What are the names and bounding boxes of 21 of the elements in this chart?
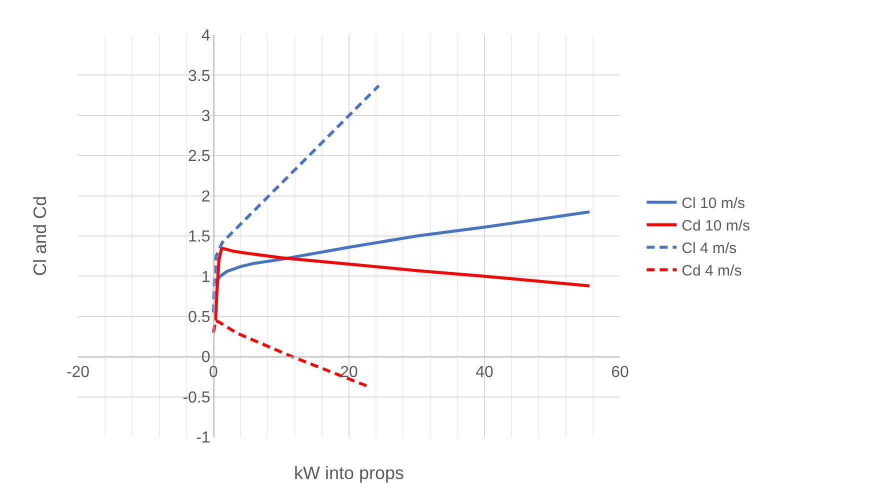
y-tick-label: 3.5 bbox=[188, 68, 210, 85]
y-axis-title: Cl and Cd bbox=[30, 196, 50, 276]
x-tick-label: 40 bbox=[476, 364, 494, 381]
legend-label: Cd 4 m/s bbox=[682, 262, 742, 280]
legend-label: Cd 10 m/s bbox=[682, 218, 750, 235]
legend-label: Cl 4 m/s bbox=[682, 240, 737, 258]
y-tick-label: -1 bbox=[196, 430, 210, 447]
x-axis-title: kW into props bbox=[294, 463, 404, 483]
y-tick-label: 0 bbox=[201, 349, 210, 366]
y-tick-label: 0.5 bbox=[188, 309, 210, 326]
y-tick-label: 2.5 bbox=[188, 148, 210, 166]
y-tick-label: 1 bbox=[201, 268, 210, 286]
y-tick-label: -0.5 bbox=[182, 389, 210, 406]
y-tick-label: 1.5 bbox=[188, 228, 210, 246]
x-tick-label: 20 bbox=[340, 364, 358, 381]
y-tick-label: 2 bbox=[201, 188, 210, 206]
x-tick-label: -20 bbox=[66, 364, 90, 381]
y-tick-label: 3 bbox=[201, 108, 210, 125]
legend-label: Cl 10 m/s bbox=[682, 195, 746, 212]
x-tick-label: 60 bbox=[611, 364, 629, 381]
y-tick-label: 4 bbox=[201, 28, 210, 45]
